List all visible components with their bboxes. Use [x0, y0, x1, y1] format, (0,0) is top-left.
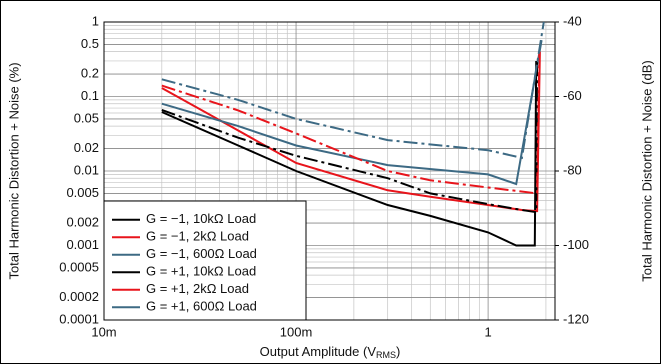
y-tick-label: 0.0005	[59, 259, 99, 274]
y-tick-label: 0.1	[81, 88, 99, 103]
legend-label: G = −1, 10kΩ Load	[146, 211, 256, 226]
y-tick-label: 0.2	[81, 66, 99, 81]
y-tick-label: 0.0002	[59, 289, 99, 304]
y2-axis-label: Total Harmonic Distortion + Noise (dB)	[639, 60, 654, 281]
y-tick-label: 0.005	[66, 185, 99, 200]
x-tick-label: 100m	[280, 324, 313, 339]
y-tick-label: 0.5	[81, 36, 99, 51]
y-tick-label: 0.002	[66, 215, 99, 230]
legend-label: G = +1, 10kΩ Load	[146, 264, 256, 279]
y-tick-label: 0.0001	[59, 311, 99, 326]
legend-label: G = +1, 2kΩ Load	[146, 281, 249, 296]
y2-tick-label: -40	[563, 13, 582, 28]
y-tick-label: 1	[92, 13, 99, 28]
y-axis-label: Total Harmonic Distortion + Noise (%)	[6, 62, 21, 279]
series-line	[161, 21, 545, 160]
y-tick-label: 0.001	[66, 237, 99, 252]
series-line	[161, 51, 541, 195]
y-tick-label: 0.01	[74, 162, 99, 177]
x-tick-label: 10m	[91, 324, 116, 339]
legend-label: G = −1, 2kΩ Load	[146, 229, 249, 244]
series-line	[161, 60, 538, 247]
legend-label: G = +1, 600Ω Load	[146, 299, 257, 314]
series-line	[161, 40, 543, 186]
legend-label: G = −1, 600Ω Load	[146, 246, 257, 261]
plot-border	[103, 21, 556, 321]
legend-box	[103, 200, 307, 321]
y2-tick-label: -100	[563, 237, 589, 252]
x-axis-label: Output Amplitude (VRMS)	[260, 344, 401, 360]
series-line	[161, 60, 539, 214]
y2-tick-label: -120	[563, 311, 589, 326]
y-tick-label: 0.05	[74, 110, 99, 125]
y2-tick-label: -80	[563, 162, 582, 177]
x-tick-label: 1	[484, 324, 491, 339]
y2-tick-label: -60	[563, 88, 582, 103]
y-tick-label: 0.02	[74, 140, 99, 155]
